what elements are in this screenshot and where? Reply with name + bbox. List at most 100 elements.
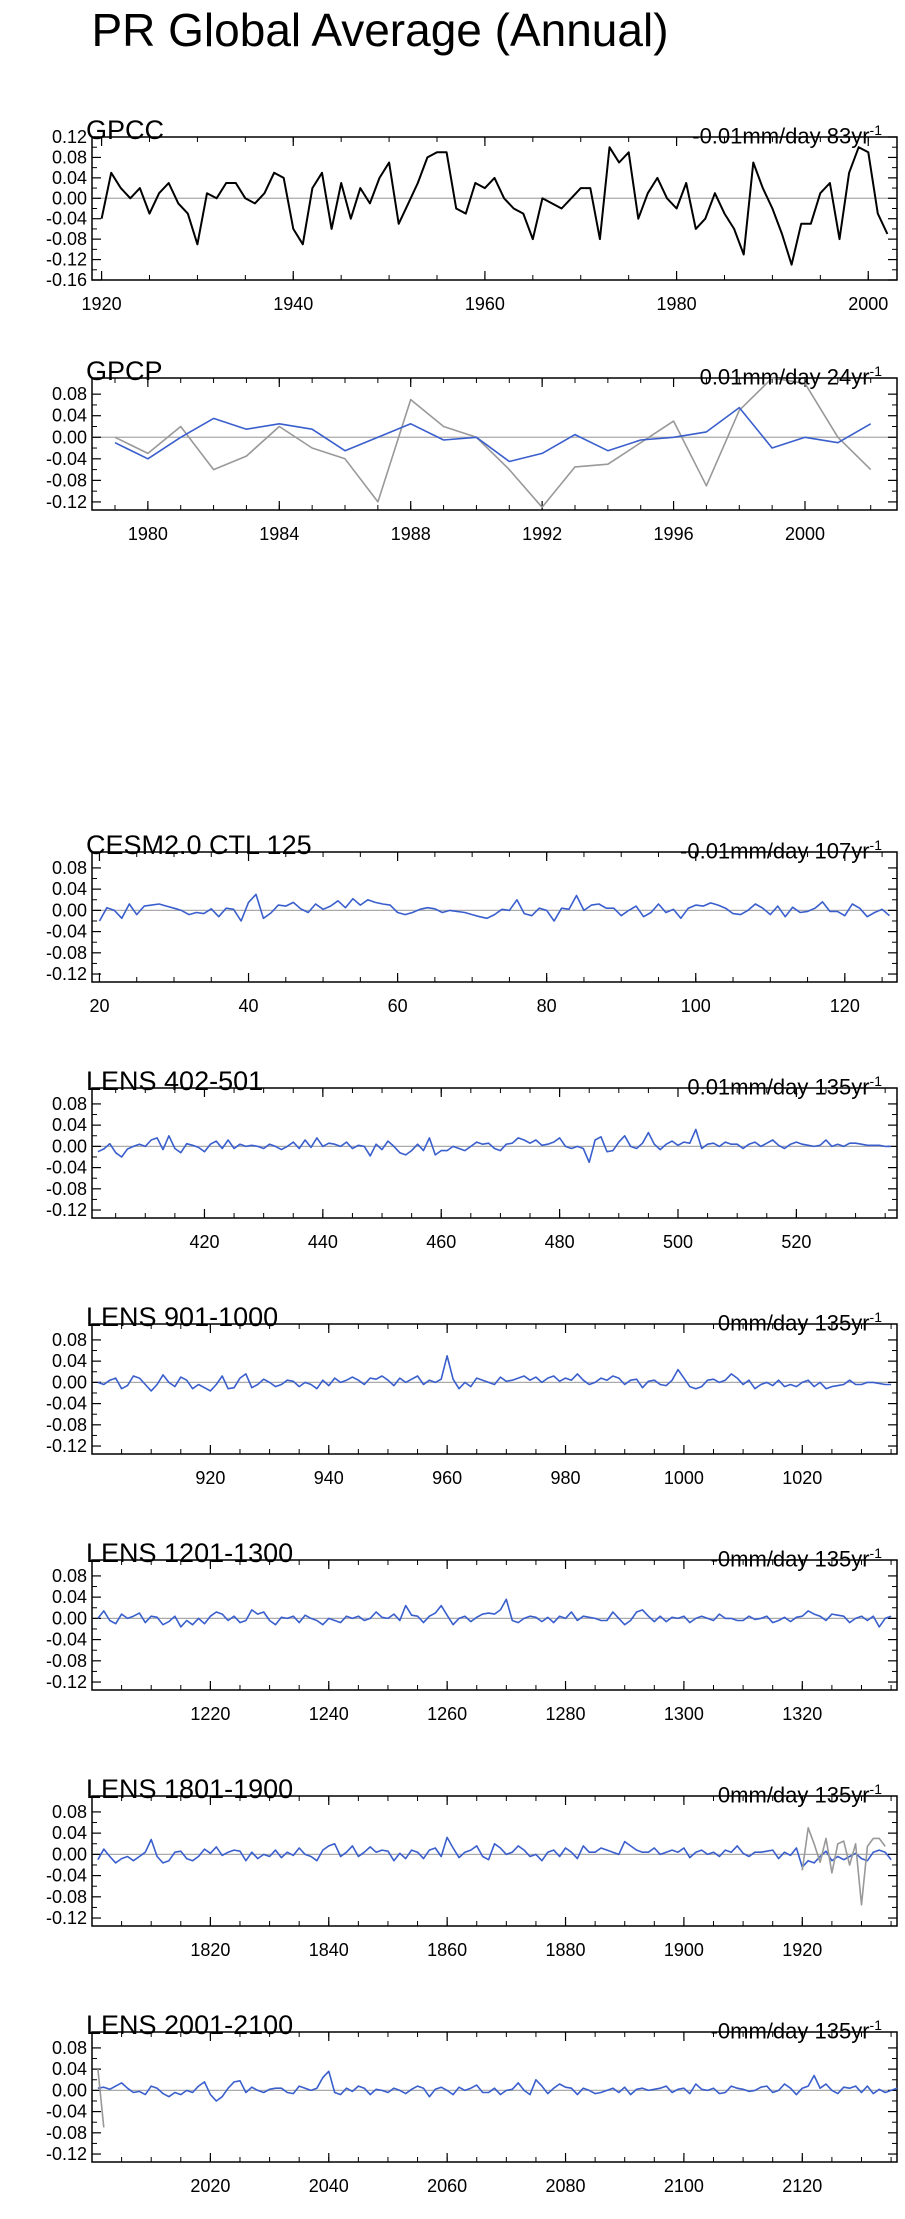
- x-tick-label: 2100: [664, 2176, 704, 2196]
- y-tick-label: 0.08: [52, 858, 87, 878]
- panel-trend: 0mm/day 135yr-1: [718, 1302, 882, 1338]
- y-tick-label: 0.12: [52, 127, 87, 147]
- plot-frame: [91, 1323, 898, 1455]
- y-tick-label: -0.04: [46, 449, 87, 469]
- x-tick-label: 1992: [522, 524, 562, 544]
- x-tick-label: 500: [663, 1232, 693, 1252]
- y-tick-label: -0.12: [46, 1672, 87, 1692]
- panel-title: LENS 2001-2100: [86, 2010, 294, 2040]
- y-tick-label: 0.08: [52, 1094, 87, 1114]
- y-tick-label: -0.04: [46, 1394, 87, 1414]
- y-tick-label: -0.04: [46, 1866, 87, 1886]
- y-tick-label: -0.04: [46, 1158, 87, 1178]
- y-tick-label: -0.08: [46, 2123, 87, 2143]
- x-tick-label: 480: [545, 1232, 575, 1252]
- trend-exponent: -1: [869, 1309, 882, 1325]
- x-tick-label: 440: [308, 1232, 338, 1252]
- panel-title: LENS 901-1000: [86, 1302, 279, 1332]
- y-tick-label: -0.08: [46, 1415, 87, 1435]
- y-tick-label: 0.08: [52, 1566, 87, 1586]
- y-tick-label: 0.00: [52, 1136, 87, 1156]
- y-tick-label: 0.04: [52, 1823, 87, 1843]
- x-tick-label: 2000: [848, 294, 888, 314]
- y-tick-label: -0.08: [46, 1651, 87, 1671]
- plot-frame: [91, 136, 898, 281]
- x-tick-label: 1240: [309, 1704, 349, 1724]
- y-tick-label: 0.04: [52, 406, 87, 426]
- series-line: [97, 2069, 105, 2128]
- y-tick-label: 0.08: [52, 147, 87, 167]
- trend-exponent: -1: [869, 1781, 882, 1797]
- y-tick-label: -0.12: [46, 1908, 87, 1928]
- series-line: [97, 1355, 892, 1392]
- y-tick-label: 0.08: [52, 1330, 87, 1350]
- trend-value: 0.01mm/day 135yr: [687, 1074, 870, 1100]
- y-tick-label: 0.04: [52, 2059, 87, 2079]
- x-tick-label: 960: [432, 1468, 462, 1488]
- panel-trend: -0.01mm/day 107yr-1: [680, 830, 882, 866]
- trend-exponent: -1: [869, 2017, 882, 2033]
- series-line: [114, 377, 872, 509]
- x-tick-label: 20: [89, 996, 109, 1016]
- y-tick-label: 0.00: [52, 427, 87, 447]
- x-tick-label: 1940: [273, 294, 313, 314]
- series-line: [114, 406, 872, 463]
- panel-trend: 0.01mm/day 24yr-1: [700, 356, 882, 392]
- plot-frame: [91, 851, 898, 983]
- panel-trend: -0mm/day 135yr-1: [711, 1538, 882, 1574]
- trend-exponent: -1: [869, 1073, 882, 1089]
- y-tick-label: 0.08: [52, 1802, 87, 1822]
- x-tick-label: 2040: [309, 2176, 349, 2196]
- y-tick-label: 0.00: [52, 2080, 87, 2100]
- panel-trend: -0mm/day 135yr-1: [711, 2010, 882, 2046]
- panel-title: CESM2.0 CTL 125: [86, 830, 312, 860]
- series-line: [97, 1836, 892, 1868]
- trend-value: 0mm/day 135yr: [717, 1310, 870, 1336]
- x-tick-label: 940: [314, 1468, 344, 1488]
- x-tick-label: 520: [781, 1232, 811, 1252]
- y-tick-label: 0.04: [52, 879, 87, 899]
- series-line: [97, 2070, 898, 2102]
- panel-title: GPCC: [86, 115, 165, 145]
- x-tick-label: 1820: [190, 1940, 230, 1960]
- x-tick-label: 100: [681, 996, 711, 1016]
- plot-frame: [91, 377, 898, 511]
- x-tick-label: 1260: [427, 1704, 467, 1724]
- trend-value: 0mm/day 135yr: [717, 1782, 870, 1808]
- x-tick-label: 2060: [427, 2176, 467, 2196]
- trend-value: -0mm/day 135yr: [710, 1546, 870, 1572]
- y-tick-label: 0.00: [52, 188, 87, 208]
- x-tick-label: 980: [551, 1468, 581, 1488]
- x-tick-label: 1320: [782, 1704, 822, 1724]
- y-tick-label: -0.12: [46, 964, 87, 984]
- x-tick-label: 1000: [664, 1468, 704, 1488]
- trend-exponent: -1: [869, 363, 882, 379]
- series-line: [100, 146, 889, 266]
- y-tick-label: -0.12: [46, 250, 87, 270]
- y-tick-label: -0.08: [46, 229, 87, 249]
- panel-trend: 0mm/day 135yr-1: [718, 1774, 882, 1810]
- x-tick-label: 120: [830, 996, 860, 1016]
- y-tick-label: 0.00: [52, 1372, 87, 1392]
- panel-title: GPCP: [86, 356, 163, 386]
- y-tick-label: -0.08: [46, 1887, 87, 1907]
- plot-frame: [91, 1795, 898, 1927]
- y-tick-label: 0.04: [52, 1351, 87, 1371]
- x-tick-label: 2020: [190, 2176, 230, 2196]
- plot-frame: [91, 2031, 898, 2163]
- panel-title: LENS 402-501: [86, 1066, 264, 1096]
- trend-value: -0mm/day 135yr: [710, 2018, 870, 2044]
- x-tick-label: 1220: [190, 1704, 230, 1724]
- x-tick-label: 1996: [654, 524, 694, 544]
- y-tick-label: 0.00: [52, 1844, 87, 1864]
- y-tick-label: 0.00: [52, 900, 87, 920]
- panel-title: LENS 1801-1900: [86, 1774, 294, 1804]
- x-tick-label: 1960: [465, 294, 505, 314]
- y-tick-label: -0.08: [46, 470, 87, 490]
- trend-exponent: -1: [869, 1545, 882, 1561]
- y-tick-label: 0.04: [52, 1587, 87, 1607]
- y-tick-label: 0.04: [52, 168, 87, 188]
- trend-value: 0.01mm/day 24yr: [699, 364, 870, 390]
- y-tick-label: -0.04: [46, 2102, 87, 2122]
